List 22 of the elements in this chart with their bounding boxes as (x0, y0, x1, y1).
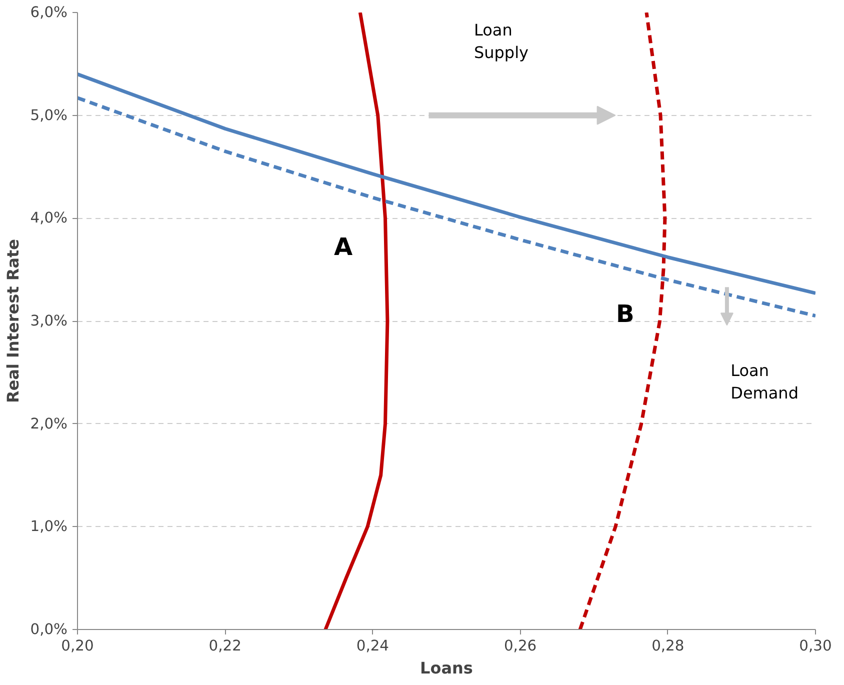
y-tick-label: 4,0% (30, 210, 68, 227)
x-tick-label: 0,20 (61, 638, 94, 654)
line-series (578, 12, 667, 630)
annotation: Loan Supply (474, 20, 528, 62)
x-tick-label: 0,22 (208, 638, 242, 654)
y-tick-label: 3,0% (30, 312, 68, 330)
y-tick-label: 6,0% (30, 4, 68, 21)
line-series (324, 12, 390, 630)
x-tick-label: 0,30 (799, 638, 832, 654)
annotation: A (334, 233, 353, 262)
x-axis-title: Loans (420, 658, 473, 678)
y-tick-label: 1,0% (30, 518, 68, 536)
line-series (78, 72, 816, 295)
annotation: B (616, 300, 634, 328)
y-tick-label: 2,0% (30, 415, 68, 432)
y-axis-title: Real Interest Rate (3, 238, 22, 403)
y-tick-label: 5,0% (30, 106, 68, 124)
x-tick-label: 0,28 (652, 638, 684, 654)
y-tick-label: 0,0% (30, 621, 68, 638)
annotation: Loan Demand (730, 360, 798, 403)
x-tick-label: 0,26 (504, 638, 537, 654)
x-tick-label: 0,24 (356, 638, 390, 654)
